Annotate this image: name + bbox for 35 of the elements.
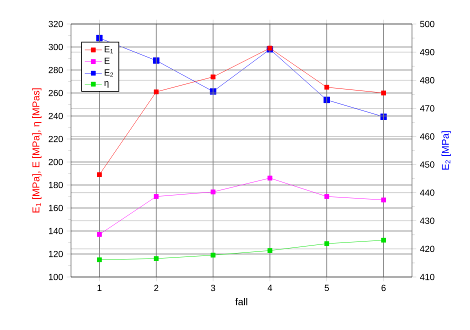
- x-axis-title: fall: [235, 298, 248, 306]
- y2-tick-label: 500: [420, 20, 434, 28]
- y2-axis-title: E$_{2}$ [MPa]: [442, 131, 451, 170]
- y-tick-label: 140: [48, 228, 63, 234]
- y2-tick-label: 440: [420, 189, 434, 196]
- y-tick-label: 160: [48, 204, 63, 212]
- y2-tick-label: 450: [420, 161, 434, 168]
- y-tick-label: 280: [48, 66, 63, 74]
- y-tick-label: 120: [48, 250, 63, 258]
- y2-tick-label: 410: [420, 274, 434, 280]
- y-tick-label: 100: [48, 274, 63, 280]
- y-tick-label: 180: [48, 182, 63, 188]
- x-tick-label: 2: [154, 284, 158, 292]
- y2-tick-label: 470: [420, 105, 434, 112]
- x-tick-label: 3: [210, 284, 216, 292]
- y2-tick-label: 480: [420, 77, 434, 84]
- legend-label: E$_{1}$: [104, 46, 114, 54]
- legend-label: E$_{2}$: [104, 69, 114, 77]
- y2-tick-label: 460: [420, 133, 434, 140]
- legend-label: η: [104, 81, 108, 88]
- y-axis-title: E$_{1}$ [MPa], E [MPa], η [MPas]: [32, 88, 42, 212]
- y-tick-label: 200: [48, 158, 63, 166]
- y2-tick-label: 430: [420, 218, 434, 224]
- x-tick-label: 1: [98, 284, 102, 291]
- y-tick-label: 320: [48, 20, 63, 28]
- y-tick-label: 220: [48, 136, 63, 142]
- y2-tick-label: 490: [420, 48, 434, 56]
- legend-label: E: [104, 58, 110, 64]
- x-tick-label: 5: [324, 284, 329, 292]
- y-tick-label: 300: [48, 44, 63, 50]
- x-tick-label: 4: [268, 284, 272, 291]
- y2-tick-label: 420: [420, 246, 434, 252]
- y-tick-label: 240: [48, 112, 63, 120]
- x-tick-label: 6: [382, 284, 386, 292]
- y-tick-label: 260: [48, 90, 63, 96]
